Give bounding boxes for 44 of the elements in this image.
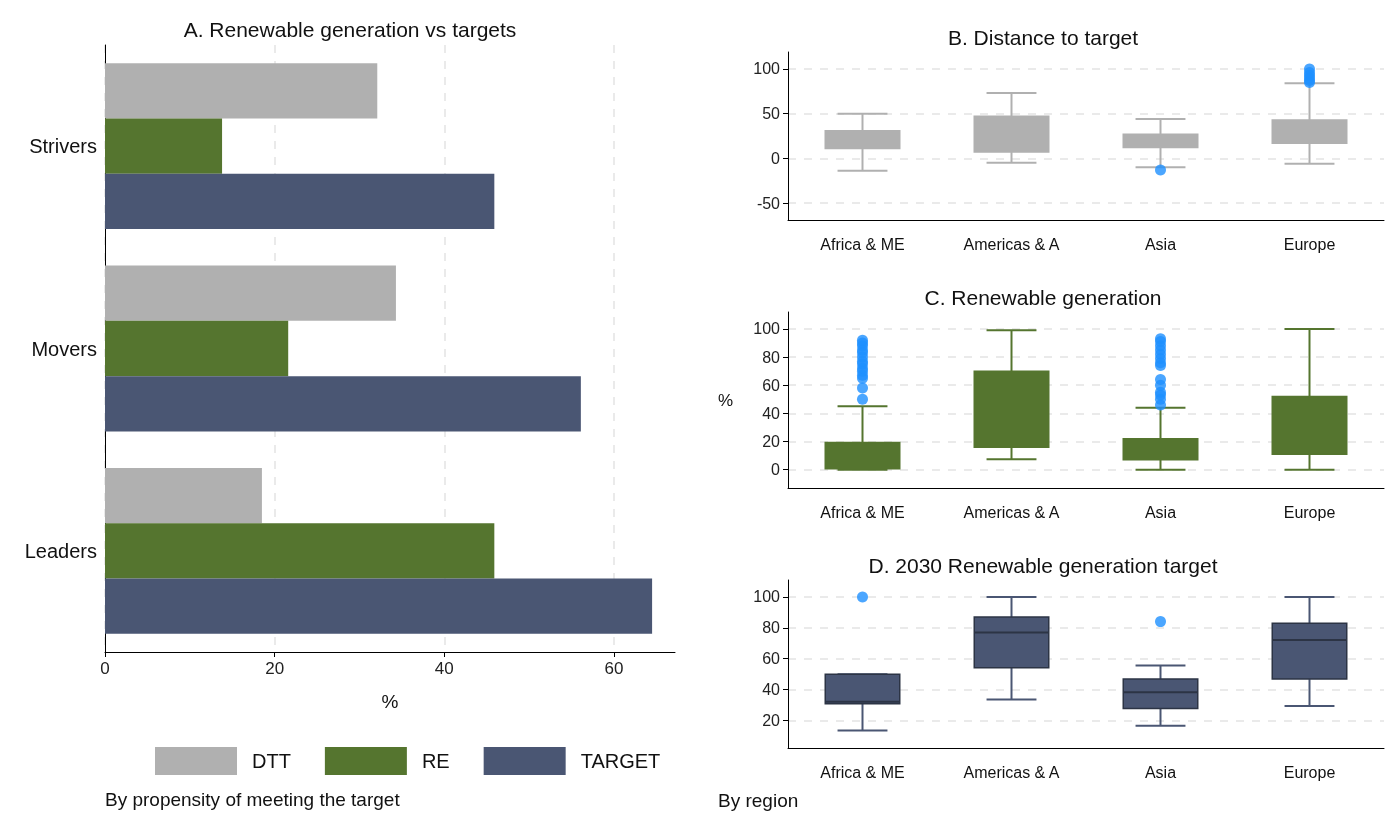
chart-title: A. Renewable generation vs targets (183, 18, 517, 41)
y-tick-label: 80 (762, 348, 781, 366)
y-tick-label: 40 (762, 680, 781, 698)
chart-title: C. Renewable generation (924, 286, 1162, 309)
y-tick-label: 100 (753, 320, 781, 338)
y-tick-label: Strivers (29, 135, 97, 158)
chart-title: D. 2030 Renewable generation target (868, 554, 1218, 577)
legend-label: DTT (252, 750, 291, 772)
y-tick-label: 60 (762, 376, 781, 394)
y-tick-label: Movers (31, 337, 97, 360)
x-tick-label: Americas & A (963, 503, 1060, 521)
x-tick-label: 20 (265, 659, 285, 678)
text: By propensity of meeting the target (105, 789, 401, 810)
y-tick-label: 0 (771, 149, 781, 167)
y-tick-label: 0 (771, 461, 781, 479)
y-tick-label: Leaders (24, 539, 97, 562)
x-tick-label: Africa & ME (820, 763, 905, 781)
x-tick-label: Americas & A (963, 235, 1060, 253)
x-tick-label: Africa & ME (820, 503, 905, 521)
y-tick-label: 50 (762, 105, 781, 123)
x-tick-label: 40 (434, 659, 454, 678)
y-tick-label: -50 (756, 194, 781, 212)
y-tick-label: 100 (753, 60, 781, 78)
legend-label: TARGET (580, 750, 661, 772)
y-tick-label: 100 (753, 588, 781, 606)
text: By region (718, 790, 799, 811)
x-tick-label: Asia (1144, 235, 1177, 253)
y-axis-title: % (717, 390, 733, 410)
x-tick-label: Africa & ME (820, 235, 905, 253)
x-tick-label: Europe (1283, 235, 1336, 253)
x-tick-label: Americas & A (963, 763, 1060, 781)
x-tick-label: Europe (1283, 763, 1336, 781)
y-tick-label: 20 (762, 711, 781, 729)
y-tick-label: 20 (762, 433, 781, 451)
y-tick-label: 80 (762, 619, 781, 637)
x-tick-label: 60 (604, 659, 624, 678)
x-tick-label: 0 (100, 659, 110, 678)
chart-title: B. Distance to target (947, 26, 1139, 49)
x-tick-label: Europe (1283, 503, 1336, 521)
x-tick-label: Asia (1144, 763, 1177, 781)
x-tick-label: Asia (1144, 503, 1177, 521)
legend-label: RE (421, 750, 450, 772)
x-axis-title: % (381, 691, 399, 712)
y-tick-label: 40 (762, 404, 781, 422)
